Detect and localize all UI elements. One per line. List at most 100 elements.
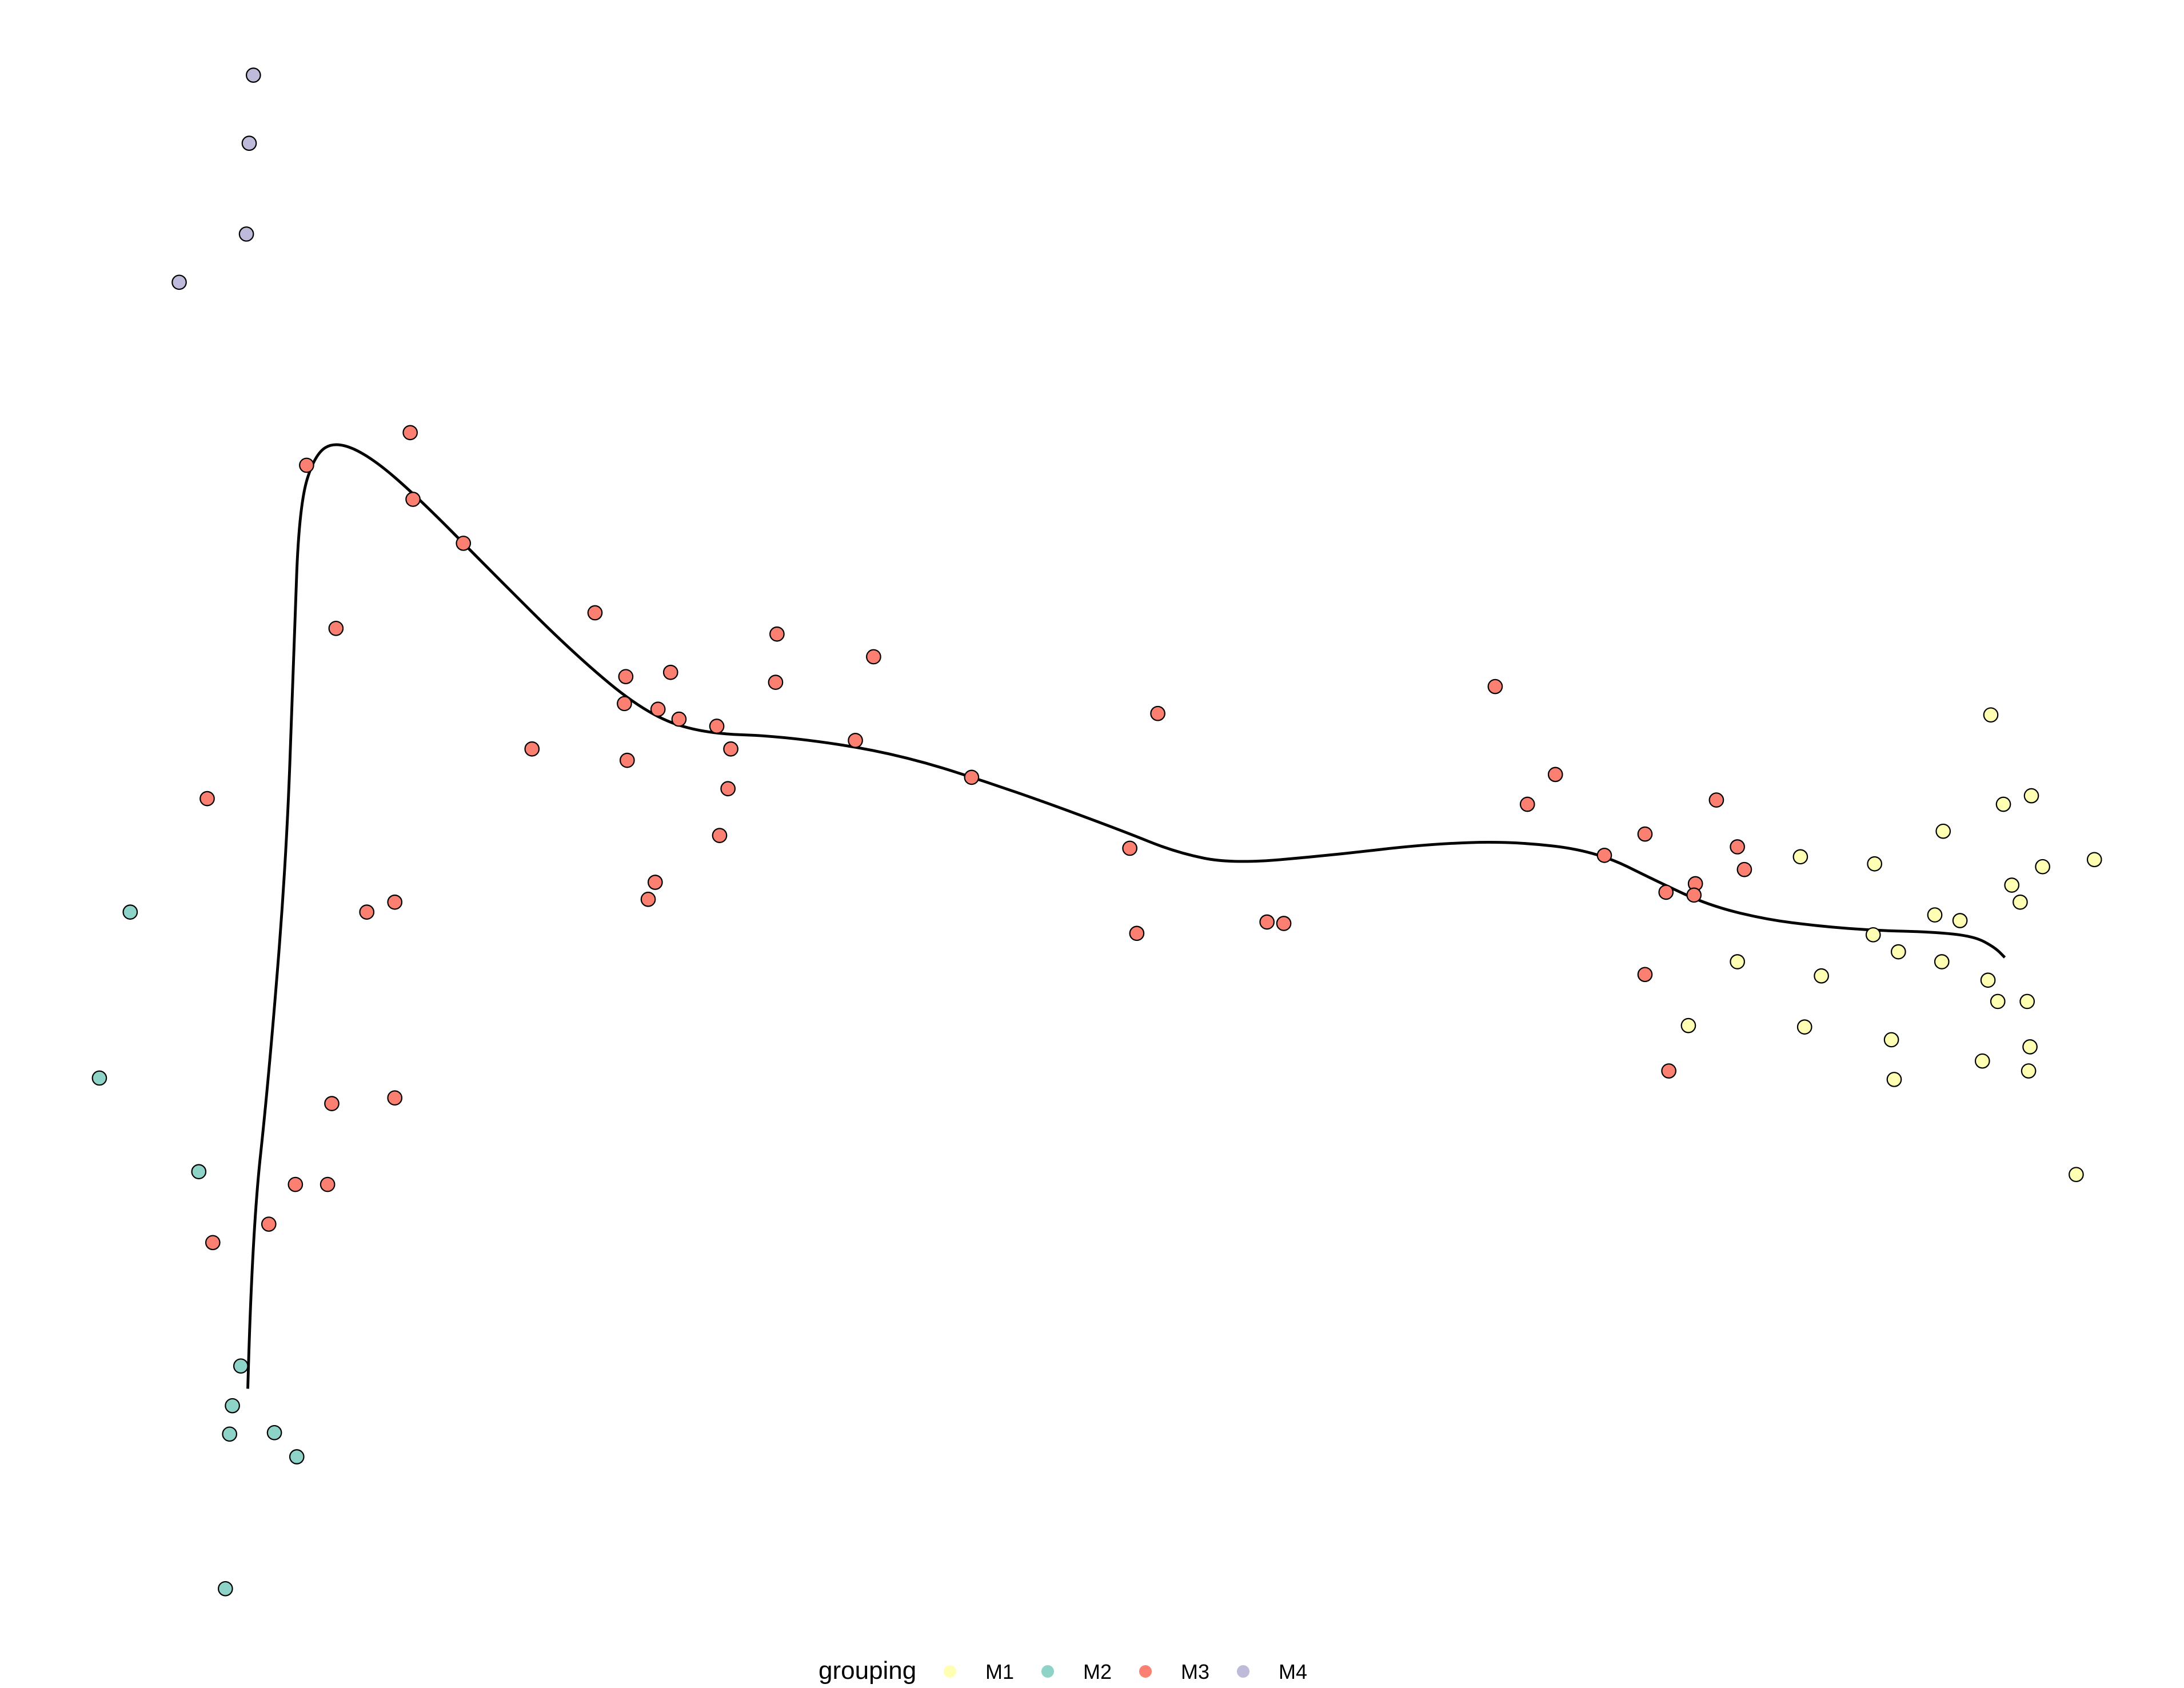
data-point [1637, 826, 1653, 842]
data-point [964, 769, 980, 785]
data-point [1935, 823, 1951, 839]
trajectory-curve-layer [246, 443, 2006, 1389]
data-point [2019, 993, 2035, 1009]
data-point [1796, 1019, 1812, 1035]
data-point [619, 752, 635, 768]
legend-item-m3: M3 [1139, 1660, 1209, 1683]
legend: grouping M1 M2 M3 M4 [818, 1657, 1307, 1685]
data-point [1995, 796, 2011, 812]
data-point [199, 791, 215, 807]
data-point [2004, 877, 2020, 893]
data-point [768, 675, 784, 690]
data-point [1519, 796, 1535, 812]
legend-item-m1: M1 [944, 1660, 1014, 1683]
legend-item-m4: M4 [1237, 1660, 1307, 1683]
data-point [1658, 884, 1674, 900]
data-point [617, 696, 632, 712]
data-point [1680, 1017, 1696, 1033]
data-point [640, 891, 656, 907]
data-point [1934, 954, 1950, 969]
data-point [205, 1235, 221, 1251]
data-point [191, 1164, 207, 1180]
series-m3 [199, 425, 1752, 1251]
data-point [1865, 927, 1881, 943]
data-point [2023, 788, 2039, 804]
data-point [238, 226, 254, 242]
data-point [1736, 861, 1752, 877]
data-point [2035, 859, 2050, 875]
data-point [266, 1424, 282, 1440]
data-point [1980, 972, 1996, 988]
data-point [299, 457, 314, 473]
data-point [1990, 993, 2006, 1009]
data-point [1547, 767, 1563, 783]
data-point [324, 1096, 340, 1111]
data-point [405, 492, 421, 507]
data-point [712, 828, 728, 843]
data-point [245, 67, 261, 83]
data-point [1886, 1072, 1902, 1087]
trajectory-curve [246, 443, 2006, 1389]
data-point [2021, 1063, 2037, 1079]
data-point [1730, 839, 1746, 855]
data-point [1890, 944, 1906, 960]
data-point [1708, 792, 1724, 808]
data-point [1686, 887, 1702, 903]
data-point [122, 904, 138, 920]
data-point [709, 719, 725, 734]
data-point [1637, 967, 1653, 983]
data-point [217, 1581, 233, 1597]
legend-label: M4 [1279, 1660, 1307, 1683]
data-point [225, 1398, 240, 1414]
data-point [402, 425, 418, 441]
data-point [1150, 705, 1165, 721]
data-point [1792, 849, 1808, 865]
legend-title: grouping [818, 1657, 916, 1685]
data-point [171, 274, 187, 290]
data-point [288, 1176, 304, 1192]
data-point [261, 1216, 277, 1232]
data-point [650, 701, 666, 717]
data-point [848, 733, 863, 748]
legend-label: M2 [1083, 1660, 1112, 1683]
data-point [723, 741, 738, 757]
data-point [1927, 907, 1943, 923]
data-point [328, 620, 344, 636]
series-m2 [91, 904, 305, 1597]
data-point [241, 135, 257, 151]
data-point [587, 605, 603, 621]
data-point [387, 894, 403, 910]
data-point [1983, 707, 1999, 723]
data-point [320, 1176, 336, 1192]
data-point [456, 536, 472, 551]
data-point [1952, 913, 1968, 928]
data-point [769, 626, 785, 642]
data-point [1730, 954, 1746, 969]
data-point [387, 1090, 403, 1106]
data-point [2069, 1167, 2084, 1183]
data-point [2022, 1039, 2038, 1055]
data-point [1259, 914, 1275, 930]
legend-item-m2: M2 [1041, 1660, 1112, 1683]
legend-key [944, 1665, 956, 1678]
data-point [91, 1070, 107, 1086]
data-point [662, 664, 678, 680]
data-point [1814, 968, 1829, 984]
data-point [359, 904, 375, 920]
data-point [1276, 916, 1292, 931]
data-point [524, 741, 540, 757]
data-point [233, 1358, 249, 1374]
data-point [1883, 1032, 1899, 1048]
data-point [671, 711, 687, 727]
data-point [1867, 856, 1883, 872]
legend-key [1139, 1665, 1152, 1678]
data-point [1974, 1053, 1990, 1069]
legend-key [1237, 1665, 1249, 1678]
data-point [866, 649, 881, 665]
legend-key [1041, 1665, 1054, 1678]
data-point [720, 781, 736, 797]
data-point [1122, 840, 1137, 856]
data-point [2013, 894, 2028, 910]
